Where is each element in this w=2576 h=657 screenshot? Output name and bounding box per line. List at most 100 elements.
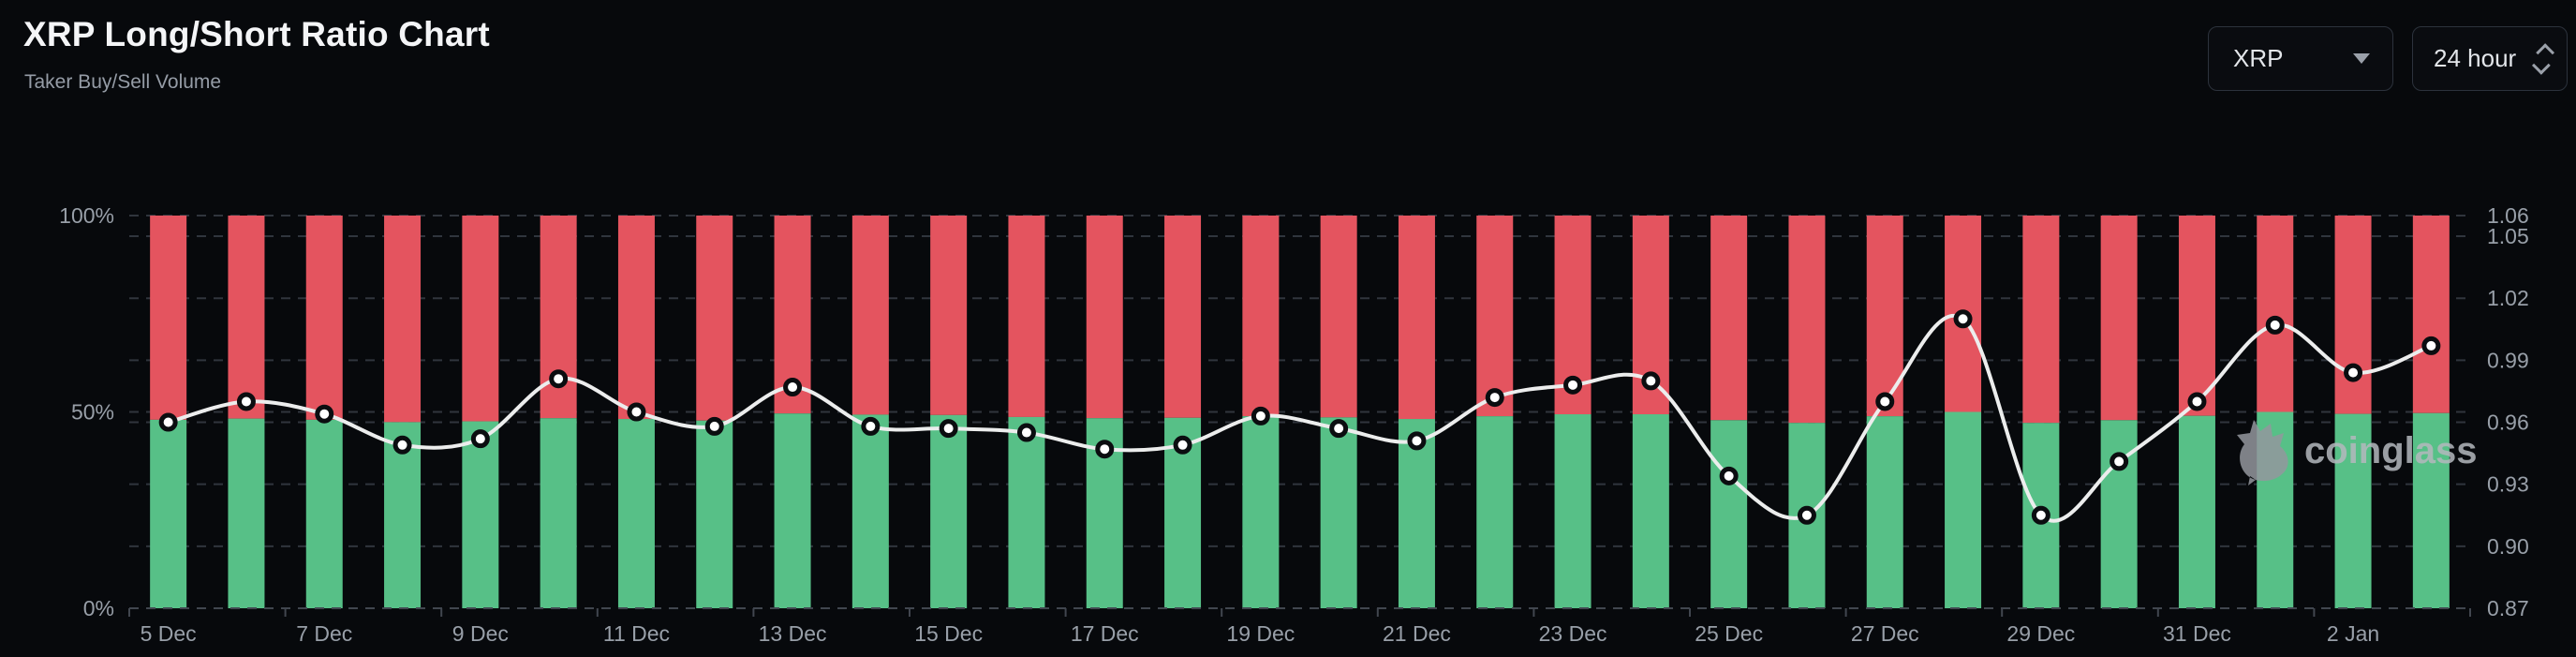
x-axis-date-label: 5 Dec [141, 621, 197, 646]
ratio-line-marker[interactable] [158, 412, 178, 432]
bar-short-segment[interactable] [1710, 216, 1748, 421]
bar-short-segment[interactable] [2334, 216, 2372, 414]
bar-long-segment[interactable] [1242, 416, 1280, 608]
bar-long-segment[interactable] [2412, 412, 2450, 608]
symbol-select-value: XRP [2233, 44, 2284, 72]
bar-long-segment[interactable] [1632, 414, 1669, 608]
bar-short-segment[interactable] [1242, 216, 1280, 417]
bar-short-segment[interactable] [851, 216, 889, 415]
bar-short-segment[interactable] [1398, 216, 1435, 420]
ratio-line-marker[interactable] [1641, 371, 1661, 391]
bar-short-segment[interactable] [1476, 216, 1514, 417]
bar-long-segment[interactable] [2100, 420, 2138, 608]
bar-long-segment[interactable] [1866, 416, 1903, 608]
ratio-line-marker[interactable] [2421, 336, 2441, 355]
bar-long-segment[interactable] [305, 419, 343, 608]
ratio-line-marker[interactable] [2344, 363, 2363, 382]
ratio-line-marker[interactable] [627, 402, 646, 422]
ratio-line-marker[interactable] [1563, 375, 1583, 395]
bar-short-segment[interactable] [930, 216, 968, 415]
bar-long-segment[interactable] [930, 414, 968, 608]
symbol-select[interactable]: XRP [2208, 26, 2393, 91]
bar-long-segment[interactable] [1398, 419, 1435, 608]
bar-short-segment[interactable] [1164, 216, 1202, 418]
x-axis-date-label: 9 Dec [452, 621, 509, 646]
x-axis-date-label: 11 Dec [603, 621, 670, 646]
chevron-down-icon [2353, 53, 2370, 64]
y-axis-left-label: 0% [83, 596, 114, 620]
bar-long-segment[interactable] [851, 414, 889, 608]
x-axis-date-label: 19 Dec [1226, 621, 1295, 646]
bar-long-segment[interactable] [1476, 416, 1514, 608]
ratio-line-marker[interactable] [2110, 452, 2129, 471]
bar-short-segment[interactable] [2100, 216, 2138, 421]
ratio-line-marker[interactable] [470, 429, 490, 449]
ratio-line-marker[interactable] [1875, 392, 1895, 411]
x-axis-date-label: 25 Dec [1695, 621, 1763, 646]
bar-short-segment[interactable] [617, 216, 655, 420]
x-axis-date-label: 7 Dec [296, 621, 352, 646]
bar-short-segment[interactable] [462, 216, 499, 422]
bar-long-segment[interactable] [540, 418, 577, 608]
ratio-line-marker[interactable] [2031, 505, 2050, 525]
bar-long-segment[interactable] [1710, 420, 1748, 608]
ratio-line-marker[interactable] [2265, 315, 2285, 335]
bar-short-segment[interactable] [1008, 216, 1045, 417]
ratio-line-marker[interactable] [1251, 406, 1270, 426]
coinglass-watermark: coinglass [2237, 420, 2478, 485]
ratio-line-marker[interactable] [939, 419, 958, 439]
bar-long-segment[interactable] [462, 421, 499, 608]
y-axis-left-label: 50% [71, 400, 114, 425]
x-axis-date-label: 2 Jan [2327, 621, 2379, 646]
ratio-line-marker[interactable] [1797, 505, 1816, 525]
ratio-line-marker[interactable] [1485, 388, 1504, 408]
ratio-line-marker[interactable] [1953, 309, 1973, 329]
bar-long-segment[interactable] [2334, 413, 2372, 608]
bar-long-segment[interactable] [617, 419, 655, 608]
bar-short-segment[interactable] [384, 216, 422, 423]
ratio-line-marker[interactable] [1016, 423, 1036, 442]
ratio-line-marker[interactable] [1407, 431, 1427, 451]
bar-long-segment[interactable] [696, 420, 733, 608]
page-subtitle: Taker Buy/Sell Volume [24, 71, 222, 93]
bar-long-segment[interactable] [1554, 414, 1591, 608]
watermark-brand-text: coinglass [2304, 430, 2478, 471]
bar-short-segment[interactable] [1086, 216, 1123, 419]
bar-short-segment[interactable] [1788, 216, 1826, 424]
bar-short-segment[interactable] [2022, 216, 2060, 424]
bar-long-segment[interactable] [774, 413, 811, 608]
x-axis-date-label: 23 Dec [1539, 621, 1607, 646]
chart-controls: XRP 24 hour [2208, 26, 2568, 91]
ratio-line-marker[interactable] [1173, 435, 1192, 455]
bar-long-segment[interactable] [150, 419, 187, 608]
bar-short-segment[interactable] [2178, 216, 2215, 416]
ratio-line-marker[interactable] [704, 416, 724, 436]
ratio-line-marker[interactable] [1095, 440, 1115, 459]
bar-short-segment[interactable] [696, 216, 733, 421]
ratio-line-marker[interactable] [1719, 466, 1739, 485]
ratio-line-marker[interactable] [549, 369, 569, 389]
bar-short-segment[interactable] [2412, 216, 2450, 413]
y-axis-right-label: 0.93 [2487, 472, 2529, 497]
y-axis-right-label: 0.87 [2487, 596, 2529, 620]
ratio-line-marker[interactable] [861, 416, 881, 436]
ratio-line-marker[interactable] [392, 435, 412, 455]
ratio-line-marker[interactable] [1329, 419, 1349, 439]
interval-select[interactable]: 24 hour [2412, 26, 2568, 91]
ratio-line-marker[interactable] [783, 378, 803, 397]
bar-short-segment[interactable] [305, 216, 343, 420]
bar-long-segment[interactable] [1320, 417, 1357, 608]
bar-short-segment[interactable] [228, 216, 265, 419]
bar-long-segment[interactable] [1008, 416, 1045, 608]
y-axis-right-label: 0.90 [2487, 534, 2529, 559]
ratio-line-marker[interactable] [236, 392, 256, 411]
ratio-line-marker[interactable] [2187, 392, 2207, 411]
bar-short-segment[interactable] [150, 216, 187, 420]
bar-short-segment[interactable] [2257, 216, 2294, 412]
bar-long-segment[interactable] [228, 418, 265, 608]
bar-long-segment[interactable] [2178, 415, 2215, 608]
bar-short-segment[interactable] [1320, 216, 1357, 418]
bar-long-segment[interactable] [1945, 411, 1982, 609]
ratio-line-marker[interactable] [315, 404, 334, 424]
